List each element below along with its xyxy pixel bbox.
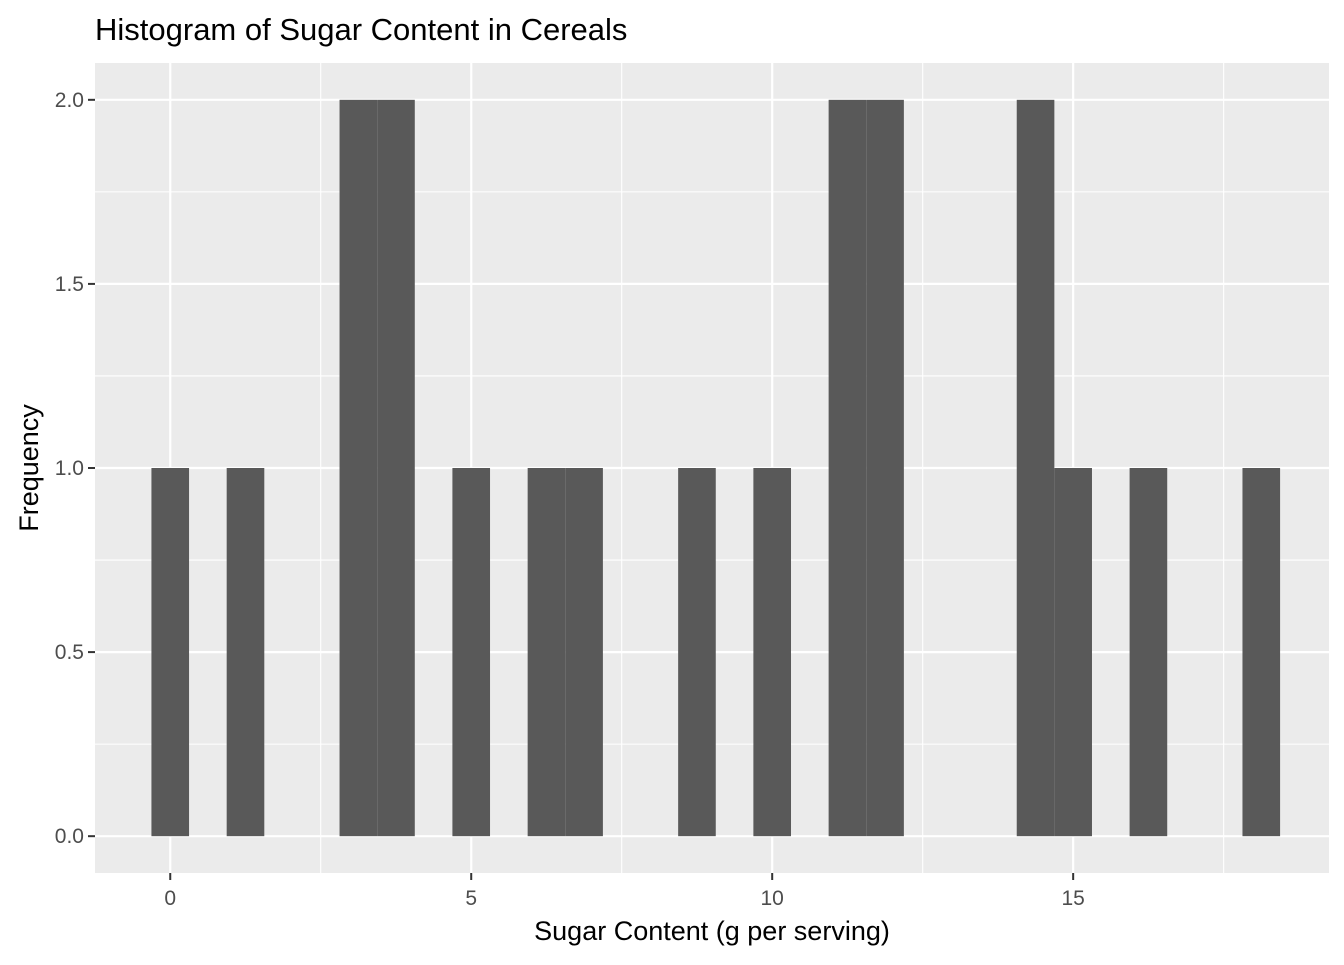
- x-tick-label: 5: [465, 887, 477, 910]
- histogram-bar: [452, 468, 491, 837]
- bars: [151, 99, 1281, 837]
- y-tick-label: 1.5: [55, 273, 84, 296]
- y-tick-label: 0.5: [55, 641, 84, 664]
- histogram-bar: [527, 468, 566, 837]
- histogram-bar: [753, 468, 792, 837]
- x-tick-label: 15: [1061, 887, 1084, 910]
- chart-title: Histogram of Sugar Content in Cereals: [95, 12, 627, 47]
- histogram-bar: [377, 99, 415, 837]
- x-axis-ticks: 0 5 10 15: [164, 873, 1085, 910]
- y-tick-label: 1.0: [55, 457, 84, 480]
- histogram-bar: [151, 468, 190, 837]
- histogram-bar: [866, 99, 904, 837]
- y-tick-label: 0.0: [55, 825, 84, 848]
- histogram-bar: [226, 468, 265, 837]
- x-tick-label: 0: [164, 887, 176, 910]
- histogram-bar: [828, 99, 867, 837]
- x-axis-title: Sugar Content (g per serving): [534, 916, 890, 946]
- histogram-bar: [678, 468, 716, 837]
- histogram-bar: [1016, 99, 1055, 837]
- histogram-bar: [339, 99, 378, 837]
- y-tick-label: 2.0: [55, 89, 84, 112]
- y-axis-ticks: 0.0 0.5 1.0 1.5 2.0: [55, 89, 95, 848]
- histogram-bar: [1129, 468, 1168, 837]
- x-tick-label: 10: [761, 887, 784, 910]
- histogram-bar: [565, 468, 603, 837]
- histogram-bar: [1054, 468, 1092, 837]
- histogram-bar: [1242, 468, 1281, 837]
- y-axis-title: Frequency: [14, 404, 44, 532]
